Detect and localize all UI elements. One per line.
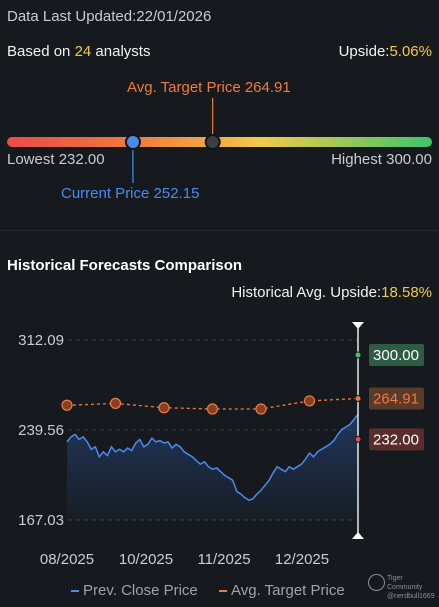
upside-value: 5.06%	[389, 43, 432, 60]
analyst-count-text: Based on 24 analysts	[7, 43, 150, 60]
forecast-point	[354, 435, 362, 443]
x-tick-label: 10/2025	[119, 551, 173, 568]
legend-prev-close[interactable]: Prev. Close Price	[71, 582, 198, 599]
watermark: Tiger Community @nerdbull1669	[387, 574, 439, 601]
lowest-value: 232.00	[58, 151, 105, 168]
y-tick-label: 239.56	[18, 422, 64, 439]
forecast-point	[354, 351, 362, 359]
close-price-line	[66, 413, 359, 502]
avg-target-marker	[204, 134, 221, 150]
x-tick-label: 08/2025	[40, 551, 94, 568]
avg-target-point	[206, 403, 219, 415]
legend-dash-icon	[219, 589, 227, 592]
legend-target-label: Avg. Target Price	[231, 582, 345, 599]
highest-value: 300.00	[386, 151, 432, 168]
avg-target-value: 264.91	[244, 79, 291, 96]
forecast-badge-label: 232.00	[373, 431, 419, 448]
forecast-badge	[369, 428, 424, 451]
avg-target-text: Avg. Target Price	[127, 79, 241, 96]
forecast-badge-label: 300.00	[373, 347, 419, 364]
lowest-label: Lowest	[7, 151, 55, 168]
upside: Upside:5.06%	[339, 43, 432, 60]
y-tick-label: 167.03	[18, 512, 64, 529]
avg-target-point	[255, 403, 267, 415]
historical-upside-label: Historical Avg. Upside:	[231, 284, 382, 301]
based-prefix: Based on	[7, 43, 75, 60]
lowest-price: Lowest 232.00	[7, 151, 105, 168]
historical-upside: Historical Avg. Upside:18.58%	[231, 284, 432, 301]
current-price-marker	[124, 134, 141, 150]
cursor-top-arrow	[352, 322, 364, 329]
y-tick-label: 312.09	[18, 332, 64, 349]
x-tick-label: 11/2025	[197, 551, 250, 568]
avg-target-label: Avg. Target Price 264.91	[127, 79, 291, 96]
avg-target-point	[303, 395, 316, 407]
legend-avg-target[interactable]: Avg. Target Price	[219, 582, 345, 599]
forecast-badge	[369, 344, 424, 367]
forecast-point	[354, 395, 362, 403]
based-suffix: analysts	[91, 43, 151, 60]
current-price-text: Current Price	[61, 185, 150, 202]
historical-upside-value: 18.58%	[381, 284, 432, 301]
current-price-label: Current Price 252.15	[61, 185, 199, 202]
tiger-logo-icon	[368, 574, 385, 591]
updated-label: Data Last Updated:	[7, 8, 137, 25]
section-divider	[0, 230, 439, 231]
section-title: Historical Forecasts Comparison	[7, 257, 243, 274]
updated-date: 22/01/2026	[136, 8, 212, 25]
legend-line-icon	[71, 589, 79, 592]
watermark-line1: Tiger Community	[387, 575, 423, 591]
analyst-count: 24	[74, 43, 92, 60]
forecast-badge-label: 264.91	[373, 391, 419, 408]
avg-target-point	[61, 399, 73, 411]
forecast-badge	[369, 387, 424, 410]
legend-close-label: Prev. Close Price	[83, 582, 198, 599]
x-tick-label: 12/2025	[275, 551, 329, 568]
watermark-line2: @nerdbull1669	[387, 593, 435, 600]
avg-target-point	[109, 397, 122, 409]
highest-label: Highest	[331, 151, 382, 168]
upside-label: Upside:	[338, 43, 390, 60]
avg-target-point	[158, 402, 170, 414]
data-updated: Data Last Updated:22/01/2026	[7, 8, 211, 25]
current-price-value: 252.15	[153, 185, 200, 202]
cursor-bottom-arrow	[352, 532, 364, 539]
highest-price: Highest 300.00	[331, 151, 432, 168]
